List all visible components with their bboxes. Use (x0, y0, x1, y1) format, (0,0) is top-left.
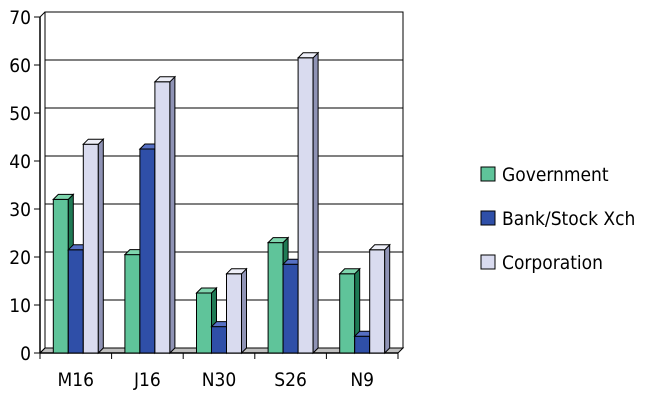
bar-front (211, 326, 227, 354)
x-tick-label: M16 (58, 369, 95, 391)
legend-item: Corporation (480, 252, 603, 274)
bar-front (154, 81, 171, 354)
bar-front (282, 263, 299, 354)
x-tick-label: N9 (350, 369, 374, 391)
x-tick-label: J16 (133, 369, 161, 391)
x-tick-label: S26 (274, 369, 307, 391)
bar-front (226, 273, 242, 354)
bar (368, 243, 391, 355)
bar-side (97, 137, 104, 355)
x-tick-label: N30 (202, 369, 237, 391)
bar-front (196, 292, 212, 354)
bar-top (153, 76, 177, 83)
y-tick-label: 10 (9, 295, 31, 317)
bar (153, 75, 177, 355)
bar-top (52, 193, 75, 200)
legend-item: Bank/Stock Xch (480, 208, 635, 230)
plot-area: 0 10 20 30 40 50 60 70 M16 J16 N30 S26 N9 (9, 7, 405, 391)
bar-top (225, 268, 248, 275)
bar-front (82, 143, 99, 354)
bar (296, 51, 320, 355)
y-tick-label: 40 (9, 151, 31, 173)
bar-top (338, 268, 361, 275)
legend-label: Corporation (502, 252, 603, 274)
bar-top (82, 138, 105, 145)
y-tick-label: 70 (9, 7, 31, 29)
legend: Government Bank/Stock Xch Corporation (480, 164, 635, 274)
bar-side (169, 75, 176, 355)
legend-label: Government (502, 164, 609, 186)
bar-front (354, 335, 371, 354)
legend-swatch (480, 166, 496, 182)
bar-front (67, 249, 84, 354)
y-axis-bottom-edge (39, 347, 46, 354)
legend-swatch (480, 254, 496, 270)
bar-front (124, 254, 141, 354)
y-tick-label: 60 (9, 55, 31, 77)
bar-side (312, 51, 319, 355)
legend-label: Bank/Stock Xch (502, 208, 635, 230)
bar-top (266, 237, 290, 244)
y-axis-top-edge (39, 11, 46, 18)
y-tick-label: 0 (20, 343, 31, 365)
bar-front (297, 57, 314, 354)
bar-top (296, 52, 320, 59)
bar-top (368, 244, 391, 251)
legend-item: Government (480, 164, 609, 186)
bar-front (339, 273, 356, 354)
bar-front (139, 148, 156, 354)
bar (225, 267, 248, 355)
bar-front (267, 242, 284, 354)
legend-swatch (480, 210, 496, 226)
bar-top (195, 287, 218, 294)
y-tick-label: 20 (9, 247, 31, 269)
bar-side (241, 267, 247, 355)
bar-front (369, 249, 386, 354)
bar-side (384, 243, 391, 355)
y-tick-label: 50 (9, 103, 31, 125)
y-tick-label: 30 (9, 199, 31, 221)
bar (82, 137, 105, 355)
bar-front (52, 198, 69, 354)
